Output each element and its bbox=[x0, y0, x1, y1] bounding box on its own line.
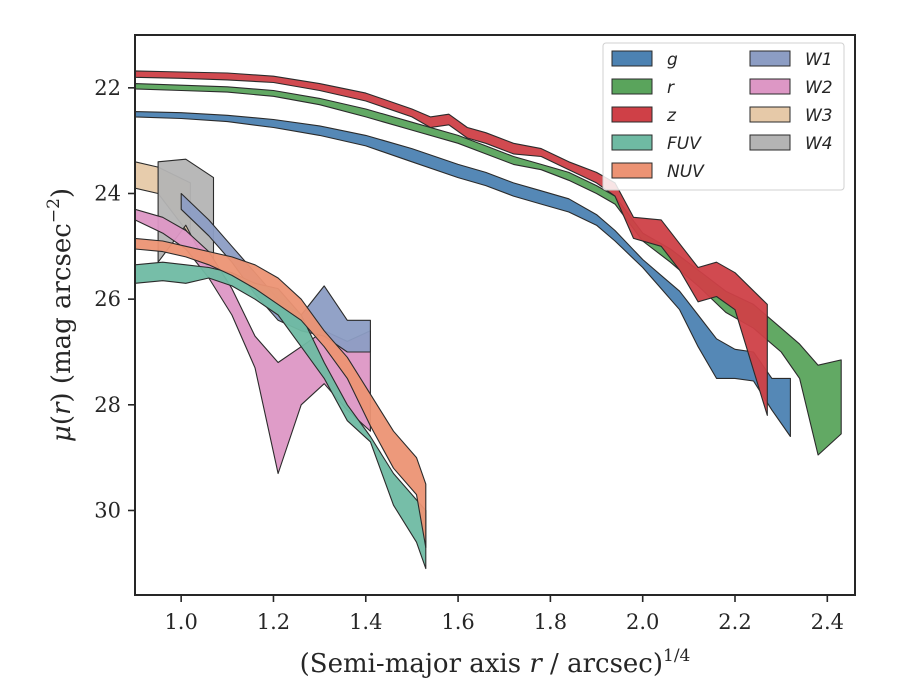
legend-label-z: z bbox=[666, 106, 677, 126]
legend-swatch-g bbox=[611, 50, 653, 67]
legend-label-nuv: NUV bbox=[667, 162, 705, 182]
y-tick-label: 24 bbox=[94, 181, 121, 205]
legend-label-r: r bbox=[667, 78, 675, 98]
y-axis-ticks: 22 24 26 28 30 bbox=[94, 76, 135, 522]
x-tick-label: 1.2 bbox=[257, 610, 290, 634]
band-g bbox=[135, 111, 791, 438]
x-tick-label: 2.0 bbox=[626, 610, 659, 634]
legend-label-fuv: FUV bbox=[667, 134, 702, 154]
x-tick-label: 2.4 bbox=[811, 610, 844, 634]
x-tick-label: 2.2 bbox=[718, 610, 751, 634]
x-tick-label: 1.8 bbox=[534, 610, 567, 634]
y-tick-label: 22 bbox=[94, 76, 121, 100]
y-tick-label: 30 bbox=[94, 498, 121, 522]
y-axis-title-mu: μ bbox=[47, 425, 77, 442]
band-nuv bbox=[135, 237, 427, 549]
legend-label-w2: W2 bbox=[805, 78, 833, 98]
series-bands bbox=[135, 70, 842, 570]
band-r bbox=[135, 83, 842, 456]
y-axis-title: μ(r) (mag arcsec−2) bbox=[44, 188, 77, 442]
y-axis-title-var: r bbox=[47, 401, 77, 415]
y-tick-label: 26 bbox=[94, 287, 121, 311]
x-tick-label: 1.0 bbox=[164, 610, 197, 634]
legend-swatch-fuv bbox=[611, 134, 653, 151]
legend-label-w3: W3 bbox=[805, 106, 833, 126]
legend-label-w1: W1 bbox=[805, 50, 833, 70]
legend-swatch-w1 bbox=[749, 50, 791, 67]
plot-frame bbox=[134, 34, 856, 596]
x-tick-label: 1.4 bbox=[349, 610, 382, 634]
y-axis-title-unit: ) (mag arcsec bbox=[47, 223, 77, 402]
legend-swatch-z bbox=[611, 106, 653, 123]
y-tick-label: 28 bbox=[94, 393, 121, 417]
x-axis-title-var: r bbox=[529, 649, 543, 679]
x-axis-title: (Semi-major axis r / arcsec)1/4 bbox=[300, 646, 691, 679]
legend-swatch-nuv bbox=[611, 162, 653, 179]
legend-label-w4: W4 bbox=[805, 134, 833, 154]
legend-swatch-w4 bbox=[749, 134, 791, 151]
legend-swatch-w2 bbox=[749, 78, 791, 95]
y-axis-title-end: ) bbox=[47, 188, 77, 198]
x-tick-label: 1.6 bbox=[441, 610, 474, 634]
legend: grz FUV NUV W1 W2 W3 W4 bbox=[602, 42, 845, 191]
y-axis-title-exponent: −2 bbox=[44, 198, 64, 223]
legend-swatch-r bbox=[611, 78, 653, 95]
band-z bbox=[135, 70, 768, 416]
x-axis-title-main: (Semi-major axis bbox=[300, 649, 530, 679]
legend-swatch-w3 bbox=[749, 106, 791, 123]
y-axis-title-open: ( bbox=[47, 415, 77, 425]
legend-label-g: g bbox=[667, 50, 678, 70]
x-axis-title-exponent: 1/4 bbox=[663, 646, 690, 666]
x-axis-title-sep: / arcsec) bbox=[542, 649, 663, 679]
x-axis-ticks: 1.0 1.2 1.4 1.6 1.8 2.0 2.2 2.4 bbox=[164, 595, 844, 634]
